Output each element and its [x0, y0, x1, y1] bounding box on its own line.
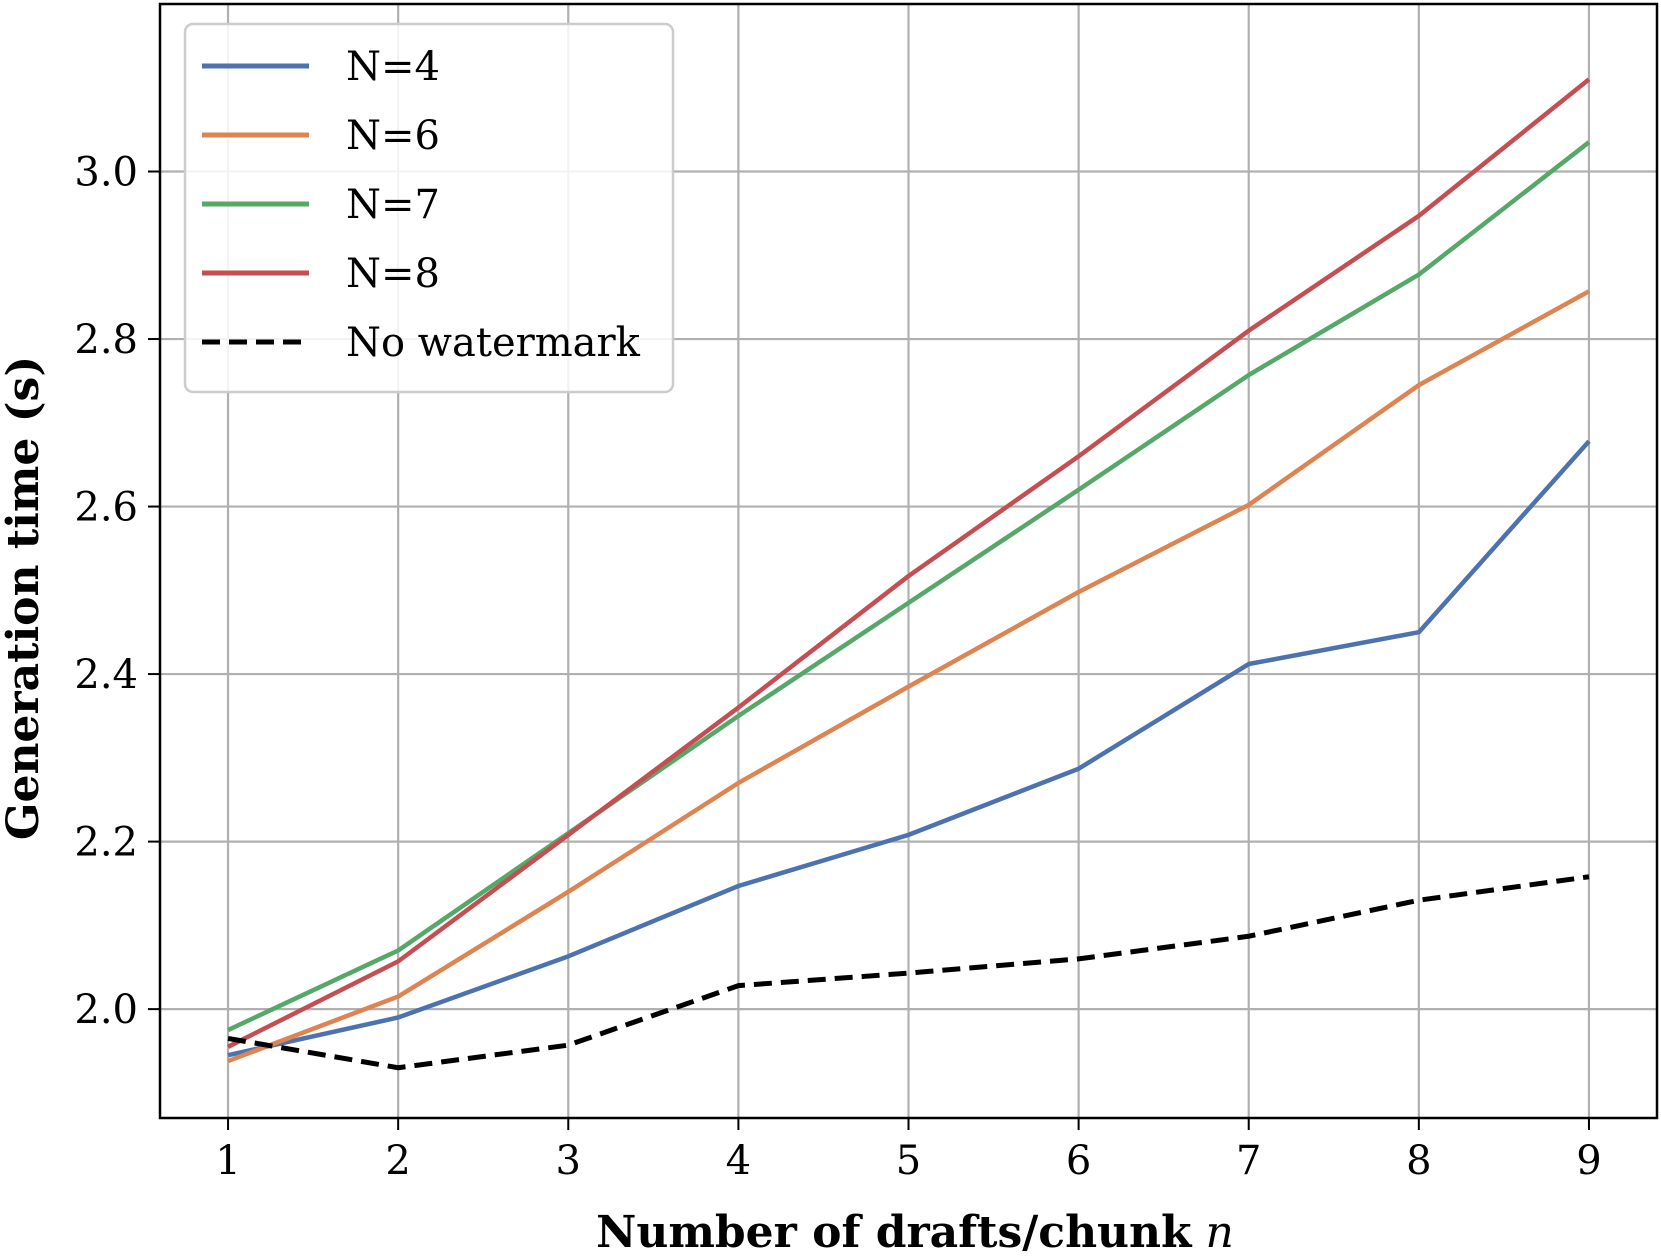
legend: N=4 N=6 N=7 N=8 No watermark	[183, 22, 675, 394]
x-tick-label: 5	[896, 1138, 921, 1184]
series-line-n-6	[227, 289, 1591, 1064]
x-axis-label-variable: n	[1206, 1207, 1234, 1258]
x-tick-label: 9	[1576, 1138, 1601, 1184]
legend-label: N=6	[346, 113, 440, 159]
x-tick-label: 7	[1236, 1138, 1261, 1184]
legend-label: N=7	[346, 182, 440, 228]
legend-label: N=4	[346, 44, 440, 90]
x-tick-label: 4	[726, 1138, 751, 1184]
series-layer	[227, 77, 1591, 1071]
x-tick-label: 8	[1406, 1138, 1431, 1184]
x-axis-label-text: Number of drafts/chunk	[596, 1207, 1193, 1258]
legend-label: No watermark	[346, 320, 641, 366]
series-line-n-7	[227, 140, 1591, 1033]
x-tick-label: 1	[215, 1138, 240, 1184]
y-axis-label: Generation time (s)	[0, 356, 49, 840]
x-tick-label: 6	[1066, 1138, 1091, 1184]
y-tick-label: 2.8	[74, 317, 138, 363]
y-tick-label: 2.6	[74, 485, 138, 531]
legend-box	[183, 22, 675, 394]
y-axis-ticks: 2.0 2.2 2.4 2.6 2.8 3.0	[74, 150, 160, 1033]
grid-lines	[160, 4, 1657, 1118]
y-tick-label: 3.0	[74, 150, 138, 196]
x-axis-ticks: 1 2 3 4 5 6 7 8 9	[215, 1118, 1602, 1184]
y-tick-label: 2.2	[74, 820, 138, 866]
y-tick-label: 2.0	[74, 987, 138, 1033]
legend-label: N=8	[346, 251, 440, 297]
x-tick-label: 3	[556, 1138, 581, 1184]
x-tick-label: 2	[385, 1138, 410, 1184]
series-line-n-4	[227, 439, 1591, 1058]
x-axis-label: Number of drafts/chunk n	[596, 1207, 1234, 1258]
series-line-n-8	[227, 77, 1591, 1049]
series-line-no-watermark	[227, 874, 1590, 1071]
y-tick-label: 2.4	[74, 652, 138, 698]
